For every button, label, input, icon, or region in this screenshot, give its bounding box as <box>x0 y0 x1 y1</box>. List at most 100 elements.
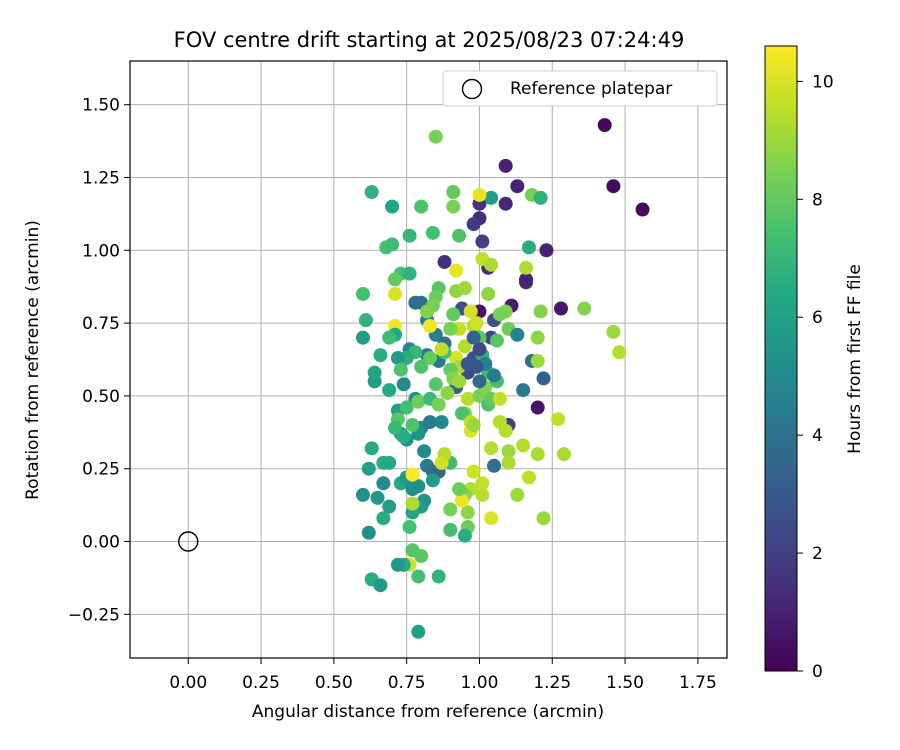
data-point <box>364 185 379 200</box>
data-point <box>388 286 403 301</box>
data-point <box>385 199 400 214</box>
data-point <box>452 482 467 497</box>
data-point <box>510 327 525 342</box>
data-point <box>452 228 467 243</box>
data-point <box>405 418 420 433</box>
data-point <box>355 487 370 502</box>
data-point <box>454 406 469 421</box>
data-point <box>414 549 429 564</box>
reference-marker <box>178 531 199 552</box>
y-tick-label: 1.00 <box>82 241 120 261</box>
data-point <box>466 330 481 345</box>
data-point <box>414 199 429 214</box>
x-axis-ticks: 0.00 0.25 0.50 0.75 1.00 1.25 1.50 1.75 <box>169 658 717 693</box>
data-point <box>449 263 464 278</box>
colorbar-tick-label: 8 <box>812 190 823 210</box>
data-point <box>498 158 513 173</box>
data-point <box>382 383 397 398</box>
data-point <box>606 324 621 339</box>
data-point <box>422 415 437 430</box>
data-point <box>440 385 455 400</box>
data-point <box>521 470 536 485</box>
data-point <box>510 487 525 502</box>
legend-hollow-circle-icon <box>461 78 483 100</box>
x-tick-label: 0.25 <box>242 673 280 693</box>
data-point <box>422 319 437 334</box>
data-point <box>472 374 487 389</box>
data-point <box>411 394 426 409</box>
data-point <box>635 202 650 217</box>
legend-box <box>442 70 718 107</box>
data-point <box>466 217 481 232</box>
colorbar: 0 2 4 6 8 10 Hours from first FF file <box>764 45 865 682</box>
y-tick-label: 0.75 <box>82 314 120 334</box>
data-point <box>530 353 545 368</box>
data-point <box>487 458 502 473</box>
data-point <box>606 179 621 194</box>
data-point <box>446 199 461 214</box>
data-point <box>484 511 499 526</box>
data-point <box>521 240 536 255</box>
data-point <box>472 187 487 202</box>
data-point <box>492 391 507 406</box>
data-point <box>390 557 405 572</box>
data-point <box>417 444 432 459</box>
colorbar-ticks: 0 2 4 6 8 10 <box>797 72 834 682</box>
data-point <box>551 412 566 427</box>
data-point <box>408 295 423 310</box>
y-tick-label: 0.50 <box>82 387 120 407</box>
data-point <box>466 464 481 479</box>
data-point <box>469 316 484 331</box>
data-point <box>443 522 458 537</box>
data-point <box>390 351 405 366</box>
data-point <box>402 228 417 243</box>
data-point <box>460 505 475 520</box>
data-point <box>533 304 548 319</box>
data-point <box>434 455 449 470</box>
colorbar-tick-label: 2 <box>812 544 823 564</box>
data-point <box>431 397 446 412</box>
data-point <box>469 359 484 374</box>
data-point <box>399 400 414 415</box>
x-tick-label: 1.50 <box>606 673 644 693</box>
x-tick-label: 0.00 <box>169 673 207 693</box>
colorbar-gradient <box>764 45 798 672</box>
data-points <box>355 118 650 639</box>
data-point <box>385 237 400 252</box>
data-point <box>443 321 458 336</box>
data-point <box>382 455 397 470</box>
x-axis-label: Angular distance from reference (arcmin) <box>252 702 604 722</box>
legend: Reference platepar <box>442 70 718 107</box>
data-point <box>475 476 490 491</box>
data-point <box>530 400 545 415</box>
y-tick-label: −0.25 <box>68 605 120 625</box>
data-point <box>382 330 397 345</box>
data-point <box>373 578 388 593</box>
data-point <box>414 359 429 374</box>
data-point <box>361 461 376 476</box>
colorbar-tick-label: 0 <box>812 662 823 682</box>
x-tick-label: 0.75 <box>388 673 426 693</box>
data-point <box>361 525 376 540</box>
reference-point <box>178 531 199 552</box>
y-tick-label: 0.00 <box>82 533 120 553</box>
data-point <box>475 487 490 502</box>
y-axis-ticks: −0.25 0.00 0.25 0.50 0.75 1.00 1.25 1.50 <box>68 96 130 625</box>
data-point <box>446 307 461 322</box>
data-point <box>489 333 504 348</box>
colorbar-label: Hours from first FF file <box>845 264 865 454</box>
data-point <box>425 225 440 240</box>
data-point <box>519 272 534 287</box>
data-point <box>472 342 487 357</box>
y-axis-label: Rotation from reference (arcmin) <box>23 220 43 500</box>
x-tick-label: 0.50 <box>315 673 353 693</box>
data-point <box>367 365 382 380</box>
data-point <box>510 179 525 194</box>
data-point <box>463 304 478 319</box>
data-point <box>481 286 496 301</box>
data-point <box>484 441 499 456</box>
data-point <box>612 345 627 360</box>
data-point <box>396 377 411 392</box>
chart-title: FOV centre drift starting at 2025/08/23 … <box>174 28 685 52</box>
